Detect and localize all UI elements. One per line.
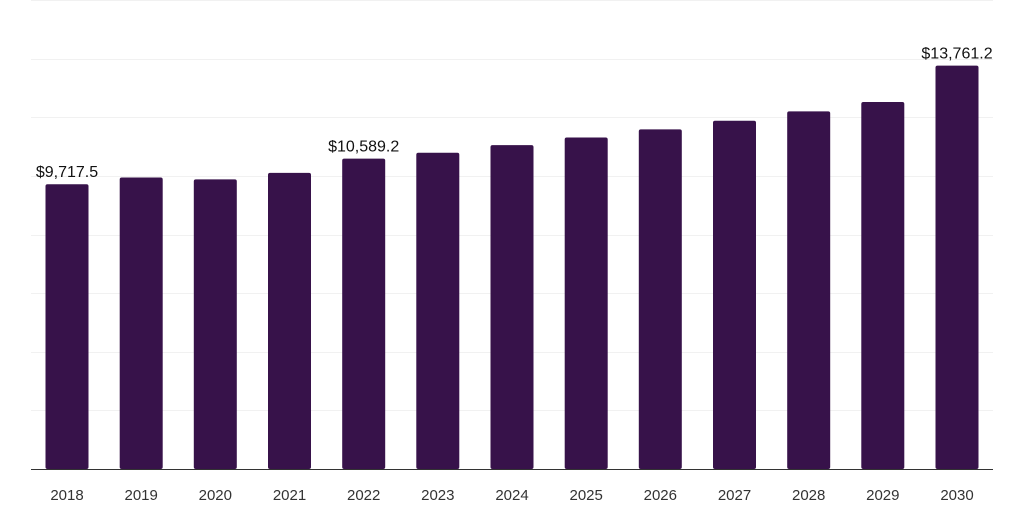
x-tick-label: 2024 — [495, 487, 528, 504]
data-label: $10,589.2 — [328, 139, 399, 156]
data-label: $13,761.2 — [921, 46, 992, 63]
bar-2024[interactable] — [490, 145, 534, 469]
x-tick-label: 2018 — [50, 487, 83, 504]
x-tick-label: 2023 — [421, 487, 454, 504]
x-tick-label: 2019 — [125, 487, 158, 504]
x-axis-tick-labels: 2018 2019 2020 2021 2022 2023 2024 2025 2026 2027… — [50, 487, 973, 504]
data-labels: $9,717.5 $10,589.2 $13,761.2 — [36, 46, 993, 182]
x-tick-label: 2026 — [644, 487, 677, 504]
bar-2019[interactable] — [119, 177, 163, 470]
x-tick-label: 2022 — [347, 487, 380, 504]
x-tick-label: 2029 — [866, 487, 899, 504]
bar-2025[interactable] — [564, 137, 608, 470]
x-tick-label: 2030 — [940, 487, 973, 504]
bar-2030[interactable] — [935, 65, 979, 469]
bar-2029[interactable] — [861, 102, 905, 469]
bar-2023[interactable] — [416, 152, 460, 469]
bar-2027[interactable] — [713, 120, 756, 470]
x-tick-label: 2021 — [273, 487, 306, 504]
bar-2028[interactable] — [787, 111, 831, 470]
x-tick-label: 2020 — [199, 487, 232, 504]
x-tick-label: 2028 — [792, 487, 825, 504]
bar-2018[interactable] — [45, 184, 89, 469]
x-tick-label: 2025 — [570, 487, 603, 504]
data-label: $9,717.5 — [36, 164, 98, 181]
bar-2022[interactable] — [342, 158, 386, 469]
bar-2026[interactable] — [638, 129, 682, 469]
bar-2020[interactable] — [193, 179, 237, 469]
bar-2021[interactable] — [268, 172, 311, 469]
x-tick-label: 2027 — [718, 487, 751, 504]
bars — [45, 65, 979, 470]
